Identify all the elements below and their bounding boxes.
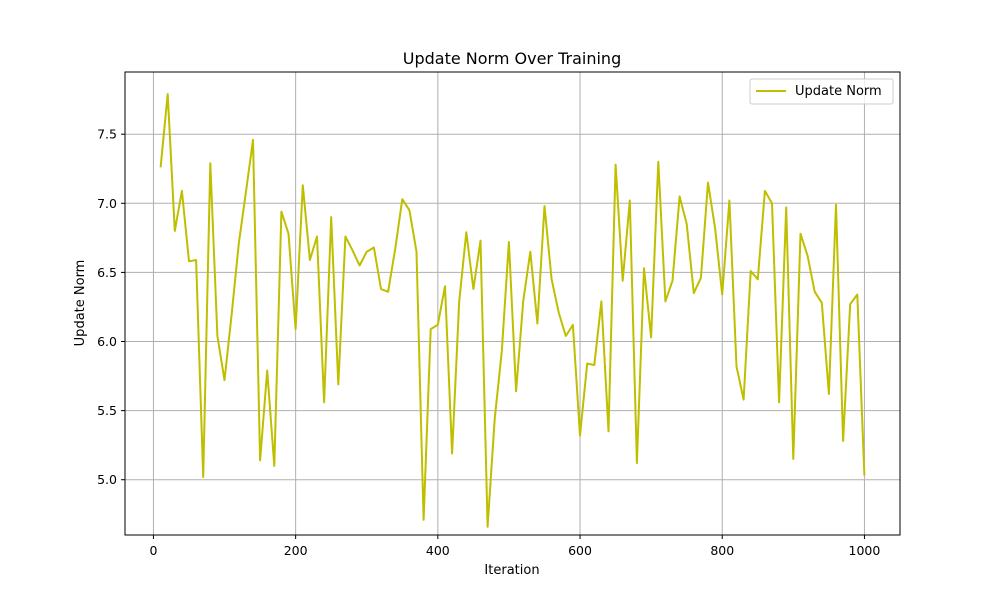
y-axis-label: Update Norm: [73, 260, 88, 347]
x-tick-label: 0: [149, 543, 157, 558]
y-tick-label: 5.5: [97, 403, 117, 418]
plot-frame: [124, 71, 901, 536]
y-tick-label: 6.0: [97, 334, 117, 349]
y-tick-label: 7.0: [97, 196, 117, 211]
legend-box: [749, 78, 894, 105]
x-tick-label: 400: [426, 543, 450, 558]
y-axis-ticks: 5.0 5.5 6.0 6.5 7.0 7.5: [97, 127, 125, 487]
x-tick-label: 800: [710, 543, 734, 558]
series-layer: [159, 93, 866, 528]
chart-title: Update Norm Over Training: [403, 49, 621, 68]
x-axis-ticks: 0 200 400 600 800 1000: [149, 535, 880, 558]
x-tick-label: 1000: [849, 543, 881, 558]
x-tick-label: 600: [568, 543, 592, 558]
y-tick-label: 6.5: [97, 265, 117, 280]
series-line: [159, 93, 866, 528]
legend: Update Norm: [749, 78, 894, 105]
x-tick-label: 200: [284, 543, 308, 558]
x-axis-label: Iteration: [484, 563, 539, 578]
y-tick-label: 7.5: [97, 127, 117, 142]
legend-label: Update Norm: [795, 84, 882, 99]
y-tick-label: 5.0: [97, 472, 117, 487]
